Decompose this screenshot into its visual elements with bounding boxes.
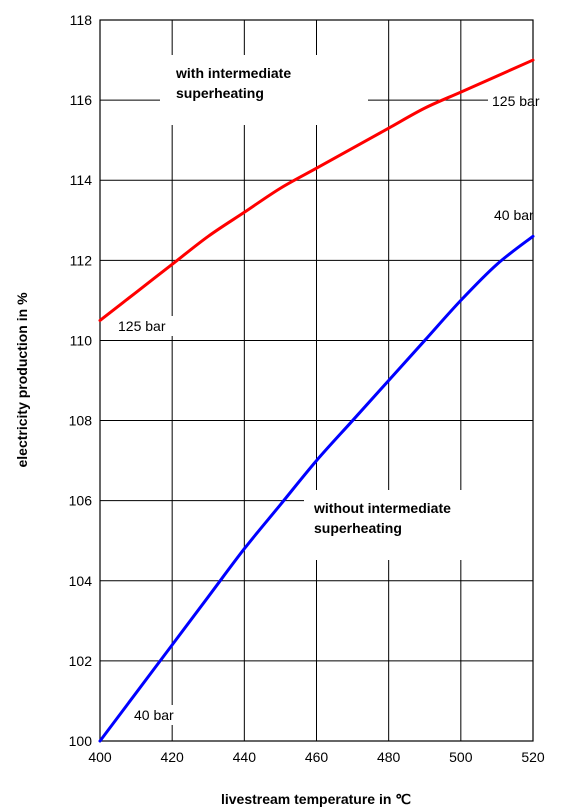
x-tick-label: 500 bbox=[449, 749, 473, 765]
series-layer bbox=[98, 58, 535, 743]
y-tick-labels: 100 102 104 106 108 110 112 114 116 118 bbox=[69, 12, 93, 749]
blue-start-label-mask bbox=[128, 705, 188, 725]
red-start-label: 125 bar bbox=[118, 318, 166, 334]
series-line-with bbox=[98, 58, 535, 322]
y-tick-label: 118 bbox=[70, 12, 93, 28]
y-tick-label: 108 bbox=[69, 413, 93, 429]
y-tick-label: 106 bbox=[69, 493, 93, 509]
x-tick-label: 480 bbox=[377, 749, 401, 765]
x-tick-label: 520 bbox=[521, 749, 545, 765]
x-tick-label: 400 bbox=[88, 749, 112, 765]
y-tick-label: 116 bbox=[70, 92, 93, 108]
blue-start-label: 40 bar bbox=[134, 707, 174, 723]
red-end-label-mask bbox=[488, 90, 540, 110]
x-axis-label: livestream temperature in ℃ bbox=[221, 791, 411, 807]
red-end-label: 125 bar bbox=[492, 93, 540, 109]
grid-layer bbox=[100, 20, 533, 741]
with-label-line1: with intermediate bbox=[175, 65, 291, 81]
y-tick-label: 100 bbox=[69, 733, 93, 749]
x-tick-label: 440 bbox=[233, 749, 257, 765]
with-label-line2: superheating bbox=[176, 85, 264, 101]
red-start-label-mask bbox=[114, 316, 174, 336]
annotation-backgrounds bbox=[114, 55, 546, 725]
with-label-mask bbox=[160, 55, 368, 125]
without-label-line2: superheating bbox=[314, 520, 402, 536]
blue-end-label: 40 bar bbox=[494, 207, 534, 223]
y-tick-label: 112 bbox=[70, 252, 93, 268]
plot-frame bbox=[99, 19, 534, 742]
blue-end-label-mask bbox=[486, 204, 546, 226]
without-label-line1: without intermediate bbox=[313, 500, 451, 516]
without-label-mask bbox=[304, 490, 542, 560]
y-tick-label: 104 bbox=[69, 573, 93, 589]
y-tick-label: 102 bbox=[69, 653, 93, 669]
y-tick-label: 110 bbox=[70, 332, 93, 348]
x-tick-labels: 400 420 440 460 480 500 520 bbox=[88, 749, 545, 765]
x-tick-label: 420 bbox=[160, 749, 184, 765]
y-axis-label: electricity production in % bbox=[14, 292, 30, 468]
x-tick-label: 460 bbox=[305, 749, 329, 765]
series-line-without bbox=[98, 234, 535, 743]
y-tick-label: 114 bbox=[70, 172, 93, 188]
